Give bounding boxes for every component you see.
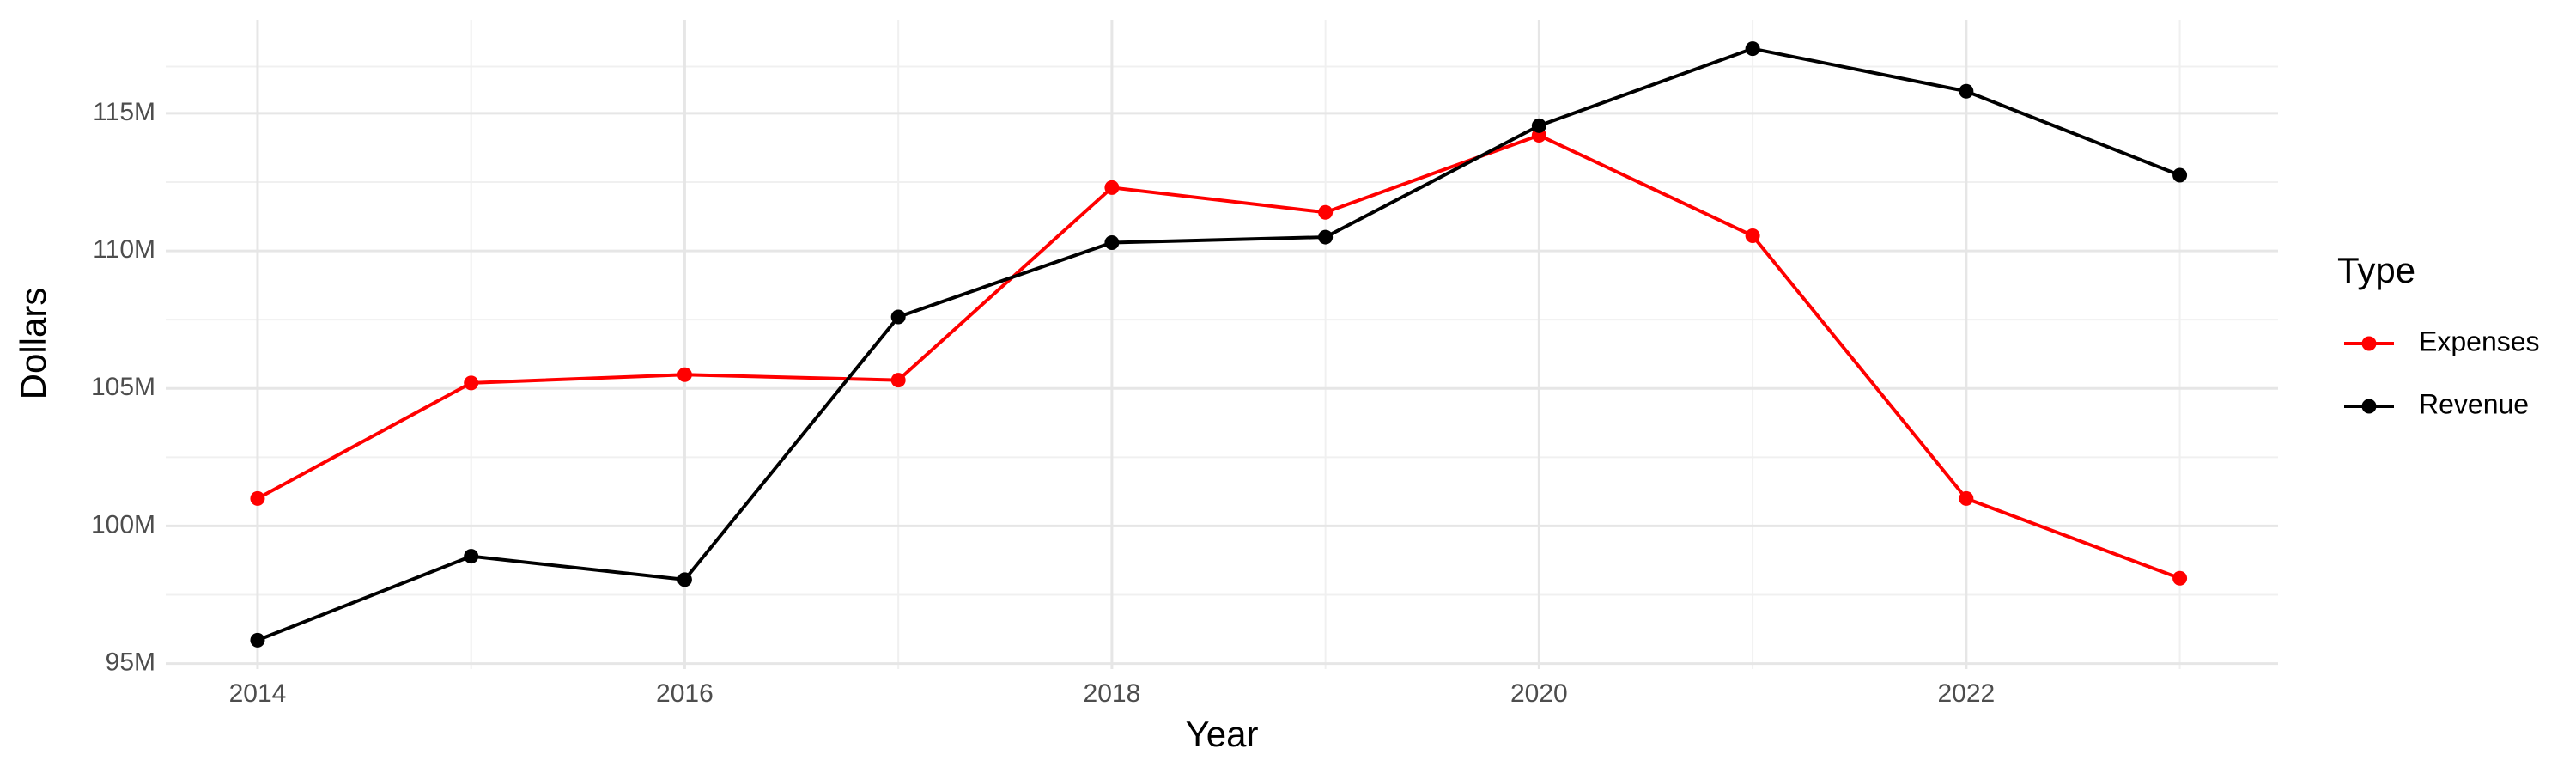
y-tick-label: 115M [93, 98, 155, 126]
x-axis-title: Year [1186, 714, 1259, 754]
data-point [1104, 234, 1120, 250]
data-point [890, 309, 906, 325]
data-point [1104, 180, 1120, 195]
legend-title: Type [2337, 250, 2415, 290]
legend-label: Expenses [2419, 326, 2540, 356]
legend-key-point [2361, 399, 2377, 414]
data-point [250, 632, 265, 648]
data-point [1959, 490, 1974, 506]
series-line [257, 46, 2181, 642]
data-point [890, 373, 906, 388]
data-point [1745, 228, 1760, 243]
legend-label: Revenue [2419, 388, 2529, 419]
data-point [2172, 167, 2188, 183]
data-point [1959, 83, 1974, 99]
data-point [677, 572, 692, 587]
data-point [250, 490, 265, 506]
data-point [677, 367, 692, 382]
legend-key-point [2361, 336, 2377, 351]
x-tick-label: 2018 [1084, 679, 1141, 708]
x-tick-label: 2014 [229, 679, 287, 708]
x-tick-label: 2016 [656, 679, 714, 708]
y-tick-label: 105M [91, 373, 155, 401]
data-point [1318, 204, 1334, 220]
data-point [1531, 118, 1546, 133]
y-tick-label: 110M [93, 235, 155, 264]
x-tick-label: 2020 [1510, 679, 1568, 708]
y-tick-label: 95M [106, 648, 155, 677]
data-point [2172, 570, 2188, 586]
x-tick-label: 2022 [1937, 679, 1995, 708]
series-line [257, 133, 2181, 581]
y-tick-label: 100M [91, 510, 155, 539]
y-axis-title: Dollars [13, 288, 53, 400]
data-point [464, 375, 479, 391]
data-point [1745, 41, 1760, 57]
data-point [464, 549, 479, 564]
data-point [1318, 229, 1334, 245]
